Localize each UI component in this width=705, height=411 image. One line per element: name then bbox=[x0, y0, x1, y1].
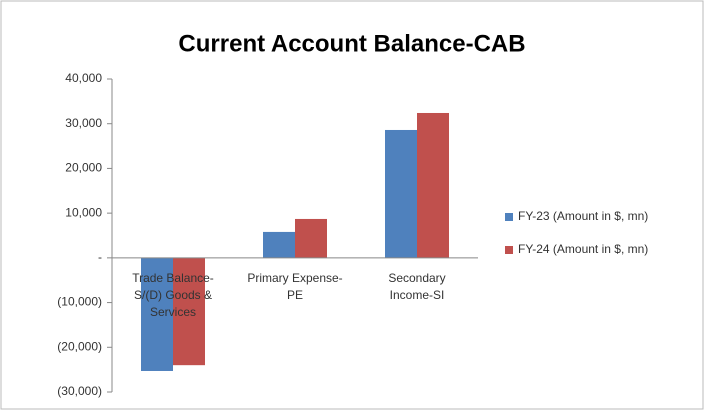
bar bbox=[173, 257, 205, 366]
x-tick-label: Primary Expense-PE bbox=[247, 270, 343, 302]
y-tick-label: 10,000 bbox=[65, 205, 102, 219]
legend-swatch bbox=[505, 246, 513, 254]
y-tick-label: (10,000) bbox=[57, 295, 102, 309]
bar bbox=[263, 231, 295, 258]
x-tick-label: Trade Balance-S/(D) Goods & Services bbox=[132, 270, 214, 319]
bar bbox=[141, 257, 173, 371]
legend-swatch bbox=[505, 213, 513, 221]
legend-label: FY-23 (Amount in $, mn) bbox=[518, 209, 648, 223]
y-tick-label: (30,000) bbox=[57, 384, 102, 398]
bar bbox=[417, 112, 449, 258]
y-tick-label: - bbox=[98, 250, 102, 264]
y-tick-label: 40,000 bbox=[65, 71, 102, 85]
x-tick-label: Secondary Income-SI bbox=[388, 270, 446, 302]
bar bbox=[295, 218, 327, 258]
legend-label: FY-24 (Amount in $, mn) bbox=[518, 242, 648, 256]
y-tick-label: (20,000) bbox=[57, 339, 102, 353]
chart-title: Current Account Balance-CAB bbox=[178, 30, 525, 57]
bar bbox=[385, 129, 417, 258]
y-tick-label: 20,000 bbox=[65, 161, 102, 175]
y-tick-label: 30,000 bbox=[65, 116, 102, 130]
